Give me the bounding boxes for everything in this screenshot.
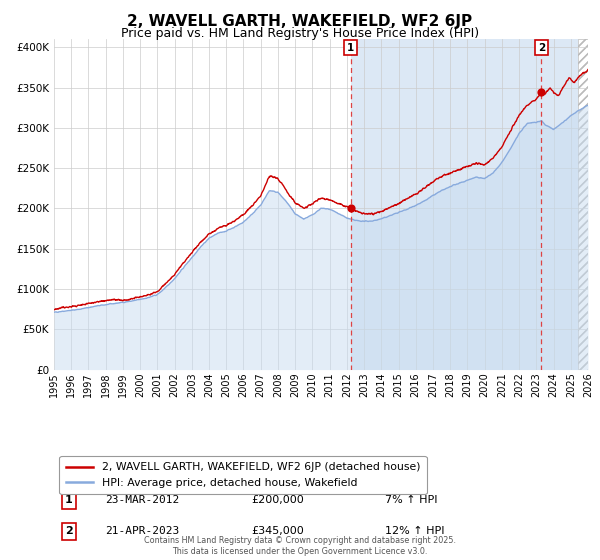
Text: £345,000: £345,000 xyxy=(251,526,304,536)
Legend: 2, WAVELL GARTH, WAKEFIELD, WF2 6JP (detached house), HPI: Average price, detach: 2, WAVELL GARTH, WAKEFIELD, WF2 6JP (det… xyxy=(59,456,427,494)
Point xyxy=(346,204,355,213)
Text: 2, WAVELL GARTH, WAKEFIELD, WF2 6JP: 2, WAVELL GARTH, WAKEFIELD, WF2 6JP xyxy=(127,14,473,29)
Text: 1: 1 xyxy=(65,495,73,505)
Text: Contains HM Land Registry data © Crown copyright and database right 2025.
This d: Contains HM Land Registry data © Crown c… xyxy=(144,536,456,556)
Text: 12% ↑ HPI: 12% ↑ HPI xyxy=(385,526,445,536)
Text: 2: 2 xyxy=(65,526,73,536)
Point xyxy=(536,87,546,96)
Text: Price paid vs. HM Land Registry's House Price Index (HPI): Price paid vs. HM Land Registry's House … xyxy=(121,27,479,40)
Bar xyxy=(578,39,588,370)
Bar xyxy=(350,39,588,370)
Bar xyxy=(578,39,588,370)
Text: 21-APR-2023: 21-APR-2023 xyxy=(105,526,179,536)
Text: 1: 1 xyxy=(347,43,354,53)
Text: 23-MAR-2012: 23-MAR-2012 xyxy=(105,495,179,505)
Text: 7% ↑ HPI: 7% ↑ HPI xyxy=(385,495,437,505)
Text: 2: 2 xyxy=(538,43,545,53)
Text: £200,000: £200,000 xyxy=(251,495,304,505)
